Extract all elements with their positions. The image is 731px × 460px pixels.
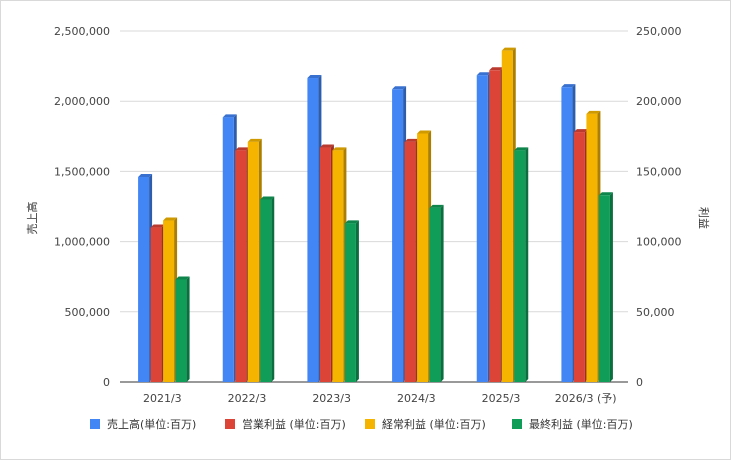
bar-top: [150, 224, 165, 228]
right-tick-label: 100,000: [636, 236, 682, 249]
bar-top: [235, 147, 250, 151]
bar: [307, 78, 319, 382]
bar: [573, 132, 585, 382]
bar-top: [260, 196, 275, 200]
left-tick-label: 1,500,000: [54, 165, 110, 178]
right-axis-title: 利益: [697, 207, 711, 229]
right-tick-label: 250,000: [636, 25, 682, 38]
bar: [586, 113, 598, 382]
legend-swatch: [512, 419, 522, 429]
bar-side: [525, 147, 529, 382]
bar: [222, 117, 234, 382]
right-tick-label: 200,000: [636, 95, 682, 108]
bar-top: [489, 67, 504, 71]
right-tick-label: 50,000: [636, 306, 675, 319]
bar-top: [586, 110, 601, 114]
right-tick-label: 0: [636, 376, 643, 389]
legend-label: 最終利益 (単位:百万): [529, 417, 633, 431]
bar-side: [271, 196, 275, 382]
bar: [404, 141, 416, 382]
left-axis-ticks: 0 500,000 1,000,000 1,500,000 2,000,000 2,500…: [54, 25, 110, 389]
bar: [561, 87, 573, 382]
bar-top: [598, 192, 613, 196]
bar-side: [355, 220, 359, 382]
bar-side: [609, 192, 613, 382]
bar: [163, 220, 175, 382]
bar-top: [163, 217, 178, 221]
legend: 売上高(単位:百万) 営業利益 (単位:百万) 経常利益 (単位:百万) 最終利益 (…: [90, 417, 633, 431]
bar-top: [514, 147, 529, 151]
bar: [319, 147, 331, 382]
x-axis-ticks: 2021/3 2022/3 2023/3 2024/3 2025/3 2026/3 (予): [143, 392, 617, 405]
bar: [247, 141, 259, 382]
bar: [175, 279, 187, 382]
bar: [429, 207, 441, 382]
bar: [332, 150, 344, 382]
x-tick-label: 2021/3: [143, 392, 182, 405]
bar-top: [429, 204, 444, 208]
left-axis-title: 売上高: [25, 202, 39, 235]
legend-swatch: [90, 419, 100, 429]
x-tick-label: 2022/3: [228, 392, 267, 405]
left-tick-label: 1,000,000: [54, 236, 110, 249]
gridlines: [120, 30, 628, 383]
x-tick-label: 2023/3: [312, 392, 351, 405]
bar: [260, 199, 272, 382]
x-tick-label: 2026/3 (予): [555, 392, 617, 405]
bar: [138, 177, 150, 382]
right-axis-ticks: 0 50,000 100,000 150,000 200,000 250,000: [636, 25, 682, 389]
legend-label: 売上高(単位:百万): [107, 417, 196, 431]
bar-top: [501, 47, 516, 51]
bar: [235, 150, 247, 382]
bar: [598, 195, 610, 382]
bar: [417, 133, 429, 382]
legend-swatch: [225, 419, 235, 429]
bar: [514, 150, 526, 382]
bar: [476, 75, 488, 382]
bar: [344, 223, 356, 382]
bar-top: [307, 75, 322, 79]
bar-top: [417, 130, 432, 134]
bar-top: [561, 84, 576, 88]
bar-top: [332, 147, 347, 151]
right-tick-label: 150,000: [636, 165, 682, 178]
bar: [489, 70, 501, 382]
bar: [501, 50, 513, 382]
bar-top: [222, 114, 237, 118]
left-tick-label: 500,000: [65, 306, 111, 319]
bar-top: [138, 174, 153, 178]
bars: [138, 47, 613, 383]
bar: [392, 89, 404, 383]
legend-label: 営業利益 (単位:百万): [242, 417, 346, 431]
bar-top: [392, 86, 407, 90]
bar-side: [440, 204, 444, 382]
bar-top: [344, 220, 359, 224]
bar-top: [573, 129, 588, 133]
bar-top: [175, 276, 190, 280]
bar: [150, 227, 162, 382]
bar-top: [404, 138, 419, 142]
left-tick-label: 2,000,000: [54, 95, 110, 108]
bar-top: [476, 72, 491, 76]
x-tick-label: 2024/3: [397, 392, 436, 405]
bar-top: [319, 144, 334, 148]
x-tick-label: 2025/3: [482, 392, 521, 405]
left-tick-label: 2,500,000: [54, 25, 110, 38]
bar-top: [247, 138, 262, 142]
legend-swatch: [365, 419, 375, 429]
bar-side: [186, 276, 190, 382]
left-tick-label: 0: [103, 376, 110, 389]
legend-label: 経常利益 (単位:百万): [382, 417, 486, 431]
